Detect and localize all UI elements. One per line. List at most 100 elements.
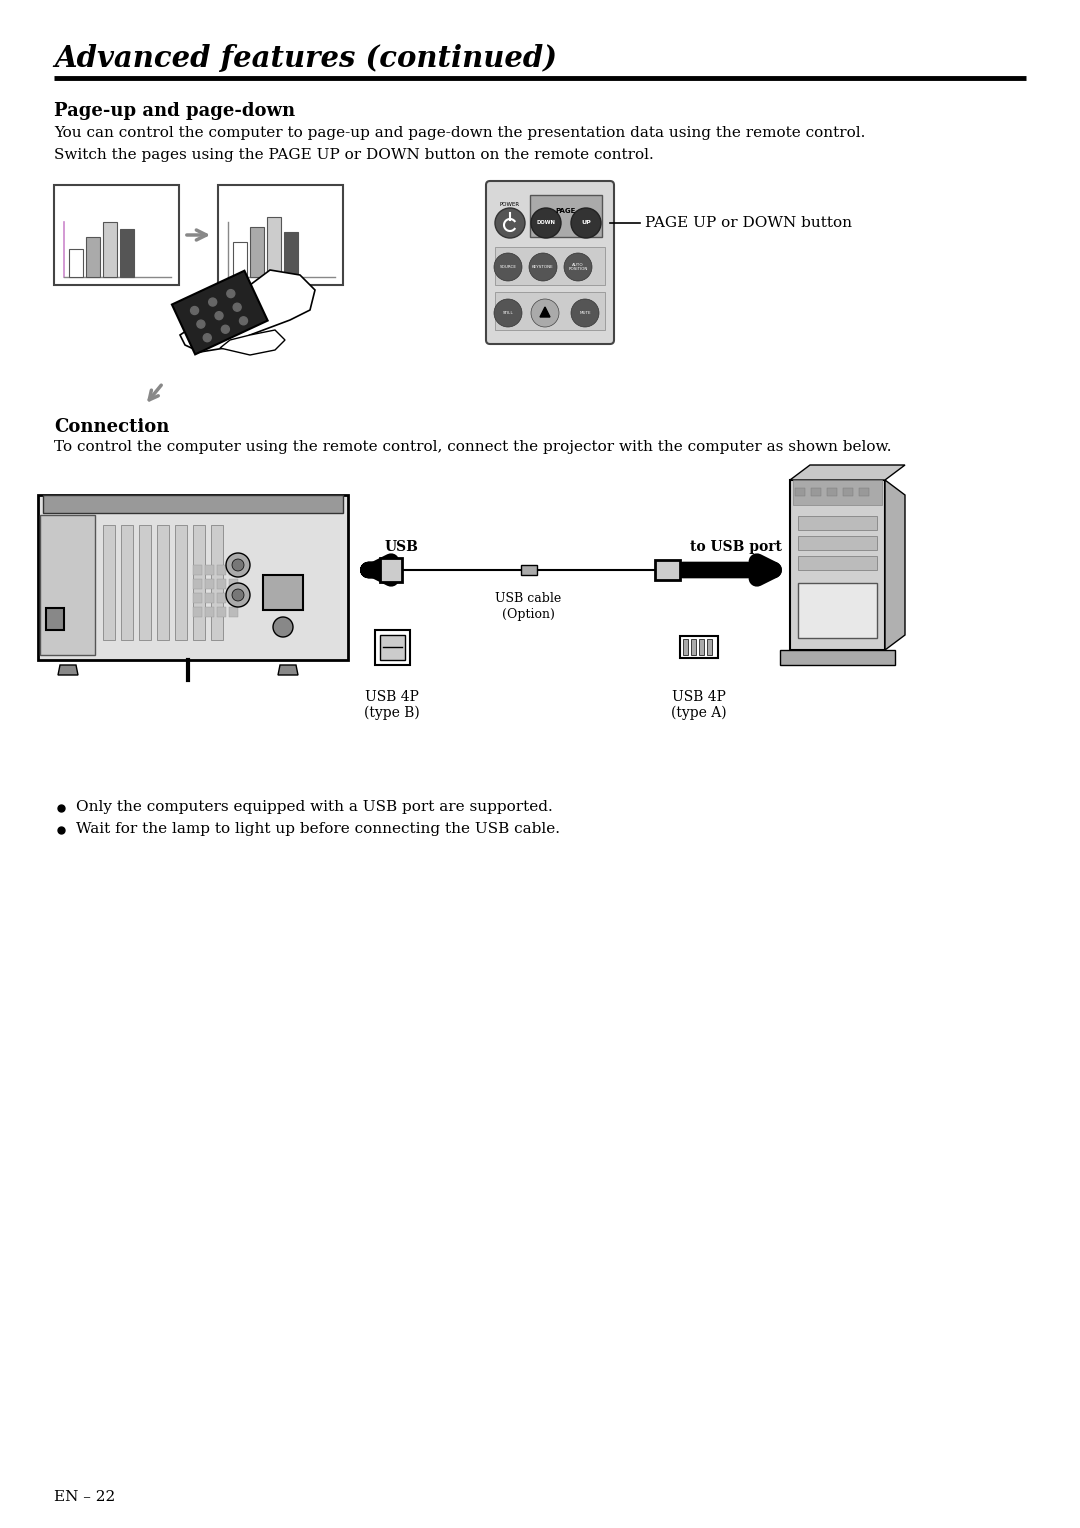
- Polygon shape: [380, 558, 402, 582]
- Circle shape: [529, 254, 557, 281]
- Text: Switch the pages using the PAGE UP or DOWN button on the remote control.: Switch the pages using the PAGE UP or DO…: [54, 148, 653, 162]
- Text: DOWN: DOWN: [537, 220, 555, 226]
- Text: USB 4P: USB 4P: [672, 691, 726, 704]
- Bar: [121, 526, 133, 640]
- Circle shape: [221, 325, 229, 333]
- Bar: [43, 495, 343, 513]
- Text: To control the computer using the remote control, connect the projector with the: To control the computer using the remote…: [54, 440, 891, 454]
- Polygon shape: [654, 559, 680, 581]
- Circle shape: [190, 307, 199, 315]
- Text: STILL: STILL: [502, 312, 513, 315]
- Bar: [69, 249, 83, 277]
- Text: Wait for the lamp to light up before connecting the USB cable.: Wait for the lamp to light up before con…: [76, 822, 561, 836]
- Bar: [789, 480, 885, 649]
- Bar: [795, 487, 805, 497]
- Bar: [103, 526, 114, 640]
- Text: MUTE: MUTE: [579, 312, 591, 315]
- Bar: [40, 515, 95, 656]
- Bar: [46, 608, 64, 630]
- Bar: [175, 526, 187, 640]
- Polygon shape: [278, 665, 298, 675]
- Polygon shape: [885, 480, 905, 649]
- Text: USB cable: USB cable: [496, 591, 562, 605]
- Bar: [495, 248, 605, 286]
- Bar: [375, 630, 410, 665]
- Circle shape: [233, 303, 241, 312]
- Bar: [683, 639, 688, 656]
- Bar: [54, 185, 179, 286]
- Bar: [798, 584, 877, 639]
- Bar: [699, 639, 704, 656]
- Circle shape: [494, 254, 522, 281]
- Circle shape: [564, 254, 592, 281]
- Bar: [264, 575, 303, 610]
- Bar: [139, 526, 151, 640]
- Circle shape: [232, 559, 244, 571]
- Bar: [521, 565, 537, 575]
- Text: (Option): (Option): [502, 608, 555, 620]
- Bar: [217, 607, 226, 617]
- Bar: [193, 607, 202, 617]
- Bar: [120, 229, 134, 277]
- Circle shape: [203, 333, 212, 342]
- Circle shape: [531, 299, 559, 327]
- Text: SOURCE: SOURCE: [499, 264, 516, 269]
- Text: Connection: Connection: [54, 419, 170, 435]
- Text: KEYSTONE: KEYSTONE: [532, 264, 554, 269]
- Polygon shape: [220, 330, 285, 354]
- Text: Page-up and page-down: Page-up and page-down: [54, 102, 295, 121]
- Circle shape: [232, 588, 244, 601]
- Bar: [38, 495, 348, 660]
- Bar: [229, 565, 238, 575]
- Text: PAGE: PAGE: [556, 208, 577, 214]
- Circle shape: [208, 298, 217, 306]
- Bar: [691, 639, 696, 656]
- Bar: [811, 487, 821, 497]
- Bar: [205, 579, 214, 588]
- Bar: [233, 241, 247, 277]
- Text: PAGE UP or DOWN button: PAGE UP or DOWN button: [645, 215, 852, 231]
- Bar: [193, 565, 202, 575]
- FancyBboxPatch shape: [486, 180, 615, 344]
- Bar: [798, 556, 877, 570]
- Bar: [827, 487, 837, 497]
- Bar: [267, 217, 281, 277]
- Bar: [530, 196, 602, 237]
- Bar: [229, 607, 238, 617]
- Polygon shape: [58, 665, 78, 675]
- Circle shape: [197, 319, 205, 329]
- Bar: [843, 487, 853, 497]
- Polygon shape: [180, 270, 315, 351]
- Bar: [495, 292, 605, 330]
- Bar: [780, 649, 895, 665]
- Text: EN – 22: EN – 22: [54, 1490, 116, 1504]
- Circle shape: [495, 208, 525, 238]
- Bar: [193, 526, 205, 640]
- Polygon shape: [172, 270, 268, 354]
- Circle shape: [227, 290, 234, 298]
- Bar: [217, 565, 226, 575]
- Text: to USB port: to USB port: [690, 539, 782, 555]
- Bar: [86, 237, 100, 277]
- Circle shape: [571, 299, 599, 327]
- Circle shape: [226, 553, 249, 578]
- Bar: [218, 185, 343, 286]
- Bar: [798, 516, 877, 530]
- Bar: [380, 636, 405, 660]
- Text: (type A): (type A): [671, 706, 727, 720]
- Bar: [793, 480, 882, 504]
- Bar: [229, 579, 238, 588]
- Text: UP: UP: [581, 220, 591, 226]
- Polygon shape: [789, 465, 905, 480]
- Bar: [707, 639, 712, 656]
- Bar: [249, 228, 264, 277]
- Bar: [103, 222, 117, 277]
- Circle shape: [215, 312, 224, 319]
- Bar: [205, 593, 214, 604]
- Bar: [193, 579, 202, 588]
- Text: You can control the computer to page-up and page-down the presentation data usin: You can control the computer to page-up …: [54, 125, 865, 141]
- Bar: [859, 487, 869, 497]
- Circle shape: [240, 316, 247, 325]
- Text: Only the computers equipped with a USB port are supported.: Only the computers equipped with a USB p…: [76, 801, 553, 814]
- Text: USB: USB: [384, 539, 419, 555]
